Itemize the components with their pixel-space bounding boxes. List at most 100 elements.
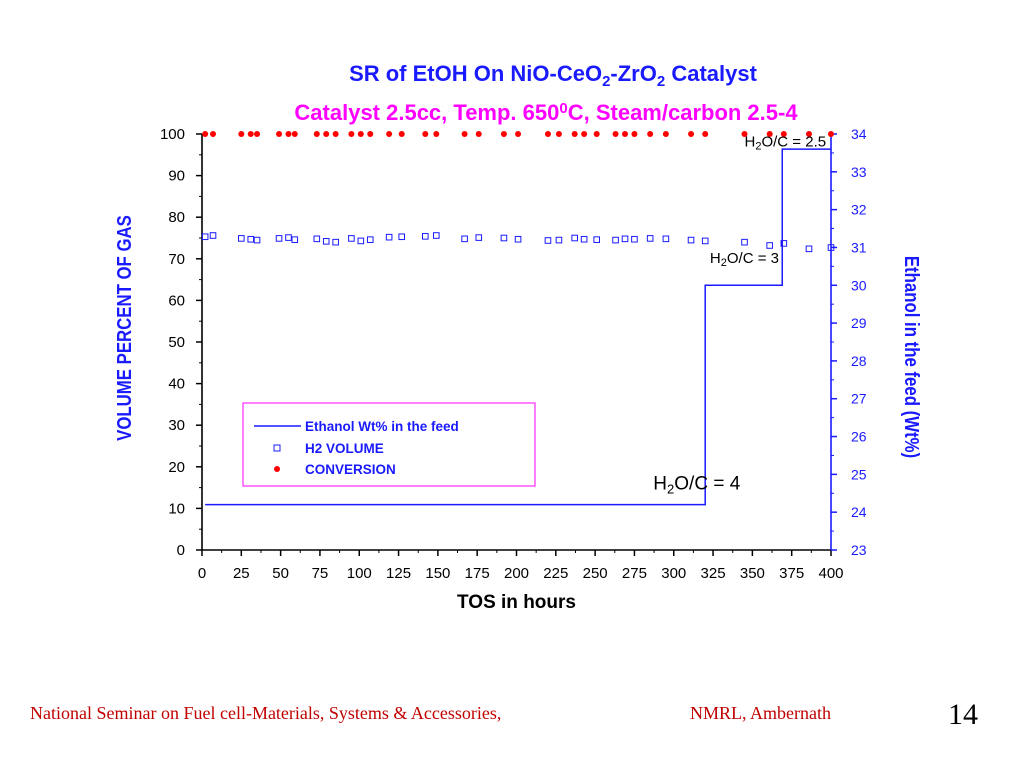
conversion-point (433, 131, 440, 137)
h2-volume-point (421, 233, 429, 240)
legend-dot-swatch (274, 466, 280, 472)
x-tick-label: 0 (198, 565, 206, 582)
conversion-point (475, 131, 482, 137)
x-tick-label: 275 (622, 565, 647, 582)
x-tick-label: 125 (386, 565, 411, 582)
y2-tick-label: 25 (851, 466, 867, 482)
h2-volume-point (209, 232, 217, 239)
x-tick-label: 300 (661, 565, 686, 582)
conversion-point (515, 131, 522, 137)
h2-volume-point (275, 235, 283, 242)
legend-entry-label: Ethanol Wt% in the feed (305, 419, 459, 434)
ratio-annotation: H2O/C = 3 (710, 250, 779, 269)
h2-volume-point (580, 235, 588, 243)
x-tick-label: 325 (701, 565, 726, 582)
y2-tick-label: 28 (851, 353, 867, 369)
conversion-point (647, 131, 654, 137)
h2-volume-point (385, 233, 393, 241)
h2-volume-point (332, 238, 339, 246)
h2-volume-point (313, 235, 321, 243)
x-tick-label: 375 (779, 565, 804, 582)
x-tick-label: 200 (504, 565, 529, 582)
x-tick-label: 75 (312, 565, 329, 582)
h2-volume-point (612, 236, 619, 244)
h2-volume-point (433, 232, 440, 239)
y-tick-label: 70 (168, 251, 185, 268)
conversion-point (612, 131, 619, 137)
y2-tick-label: 32 (851, 202, 867, 218)
h2-volume-point (555, 236, 563, 244)
h2-volume-point (322, 238, 330, 245)
page-number: 14 (948, 698, 978, 731)
y2-tick-label: 27 (851, 391, 867, 407)
y-tick-label: 50 (168, 334, 185, 351)
y2-tick-label: 30 (851, 277, 867, 293)
chart-subtitle: Catalyst 2.5cc, Temp. 6500C, Steam/carbo… (294, 100, 798, 125)
y-axis-label: VOLUME PERCENT OF GAS (113, 215, 136, 441)
conversion-point (688, 131, 695, 137)
conversion-point (828, 131, 834, 137)
x-tick-label: 50 (272, 565, 289, 582)
h2-volume-point (701, 237, 709, 245)
conversion-point (461, 131, 468, 137)
conversion-point (247, 131, 254, 137)
conversion-point (254, 131, 261, 137)
h2-volume-point (357, 237, 365, 245)
conversion-point (348, 131, 355, 137)
conversion-point (805, 131, 812, 137)
conversion-point (500, 131, 507, 137)
y2-tick-label: 29 (851, 315, 867, 331)
conversion-point (662, 131, 669, 137)
y-tick-label: 40 (168, 376, 185, 393)
conversion-point (210, 131, 217, 137)
conversion-point (202, 131, 209, 137)
h2-volume-point (631, 235, 638, 243)
conversion-point (367, 131, 374, 137)
h2-volume-point (461, 235, 468, 243)
chart-title: SR of EtOH On NiO-CeO2-ZrO2 Catalyst (349, 61, 758, 90)
h2-volume-point (253, 236, 261, 244)
x-tick-label: 100 (347, 565, 372, 582)
h2-volume-point (571, 234, 578, 242)
h2-volume-point (766, 242, 773, 249)
y-tick-label: 90 (168, 168, 185, 185)
legend-box (242, 402, 536, 487)
h2-volume-point (805, 245, 813, 253)
h2-volume-point (662, 235, 670, 243)
ratio-annotation: H2O/C = 4 (653, 474, 740, 497)
y2-axis-label: Ethanol in the feed (Wt%) (901, 256, 924, 458)
conversion-point (386, 131, 393, 137)
h2-volume-point (621, 235, 629, 243)
conversion-point (622, 131, 629, 137)
h2-volume-point (741, 238, 748, 246)
conversion-point (422, 131, 429, 137)
footer-seminar-text: National Seminar on Fuel cell-Materials,… (30, 703, 502, 723)
y-tick-label: 0 (177, 542, 185, 559)
x-tick-label: 350 (740, 565, 765, 582)
footer-organization-text: NMRL, Ambernath (690, 703, 831, 723)
x-tick-label: 25 (233, 565, 250, 582)
legend-entry-label: H2 VOLUME (305, 441, 384, 456)
h2-volume-point (827, 244, 835, 251)
x-tick-label: 175 (465, 565, 490, 582)
conversion-point (544, 131, 551, 137)
legend-entry-label: CONVERSION (305, 462, 396, 477)
ethanol-feed-line (205, 148, 831, 506)
y2-tick-label: 26 (851, 429, 867, 445)
y-tick-label: 20 (168, 459, 185, 476)
x-tick-label: 150 (425, 565, 450, 582)
h2-volume-point (348, 235, 355, 242)
x-tick-label: 225 (543, 565, 568, 582)
h2-volume-point (201, 233, 209, 241)
h2-volume-point (544, 237, 552, 244)
h2-volume-point (646, 235, 654, 242)
conversion-point (631, 131, 638, 137)
h2-volume-point (247, 235, 255, 243)
h2-volume-point (291, 236, 299, 243)
conversion-point (291, 131, 298, 137)
y2-tick-label: 24 (851, 504, 867, 520)
conversion-point (741, 131, 748, 137)
y-tick-label: 80 (168, 209, 185, 226)
x-tick-label: 400 (818, 565, 843, 582)
